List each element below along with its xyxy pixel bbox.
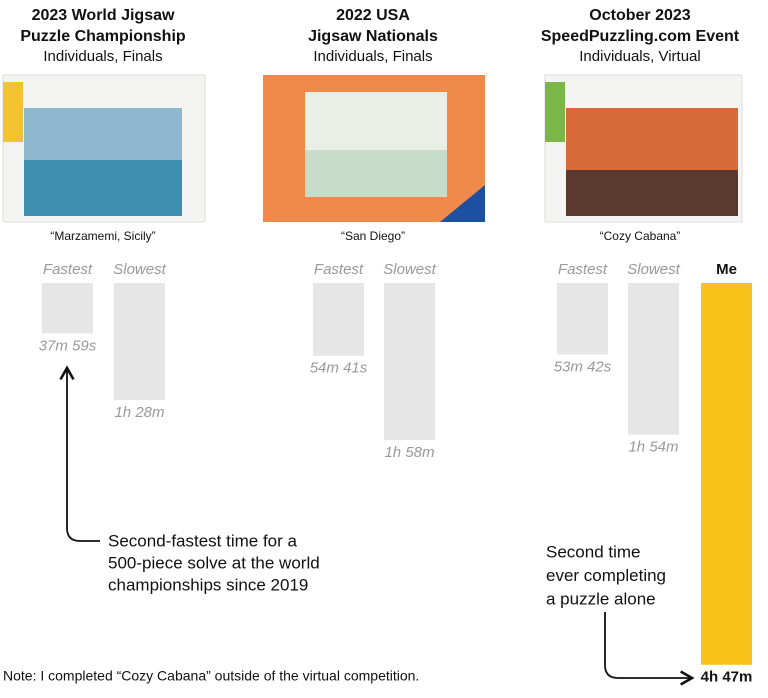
bar (114, 283, 165, 401)
value-label: 1h 54m (628, 439, 678, 456)
puzzle-name: “San Diego” (341, 229, 405, 243)
annotation: Second-fastest time for a (108, 531, 298, 550)
annotation: a puzzle alone (546, 589, 656, 608)
puzzle-name: “Marzamemi, Sicily” (50, 229, 155, 243)
annotation: championships since 2019 (108, 575, 308, 594)
series-name: Slowest (383, 261, 436, 278)
group-title: October 2023 (589, 7, 690, 24)
value-label: 37m 59s (39, 337, 97, 354)
value-label: 4h 47m (701, 669, 753, 686)
value-label: 54m 41s (310, 360, 368, 377)
annotation: Second time (546, 542, 641, 561)
bar (628, 283, 679, 435)
puzzle-image (263, 75, 485, 222)
bar (701, 283, 752, 665)
series-name: Slowest (113, 261, 166, 278)
series-name: Fastest (43, 261, 93, 278)
group-title: 2022 USA (336, 7, 410, 24)
group-title: 2023 World Jigsaw (32, 7, 175, 24)
group-subtitle: Individuals, Finals (43, 48, 162, 65)
value-label: 1h 58m (384, 444, 434, 461)
puzzle-image (2, 74, 206, 223)
bar (42, 283, 93, 334)
arrow (604, 612, 695, 686)
annotation: 500-piece solve at the world (108, 553, 320, 572)
series-name: Fastest (558, 261, 608, 278)
bar (313, 283, 364, 356)
bar (557, 283, 608, 355)
annotation: ever completing (546, 566, 666, 585)
value-label: 53m 42s (554, 358, 612, 375)
note: Note: I completed “Cozy Cabana” outside … (3, 668, 419, 684)
bar (384, 283, 435, 440)
value-label: 1h 28m (114, 404, 164, 421)
puzzle-image (544, 74, 743, 223)
group-title: Puzzle Championship (20, 28, 186, 45)
puzzle-name: “Cozy Cabana” (600, 229, 681, 243)
series-name: Me (716, 261, 737, 278)
group-title: Jigsaw Nationals (308, 28, 438, 45)
arrow (59, 365, 100, 542)
series-name: Slowest (627, 261, 680, 278)
series-name: Fastest (314, 261, 364, 278)
group-subtitle: Individuals, Virtual (579, 48, 700, 65)
group-subtitle: Individuals, Finals (313, 48, 432, 65)
group-title: SpeedPuzzling.com Event (541, 28, 740, 45)
